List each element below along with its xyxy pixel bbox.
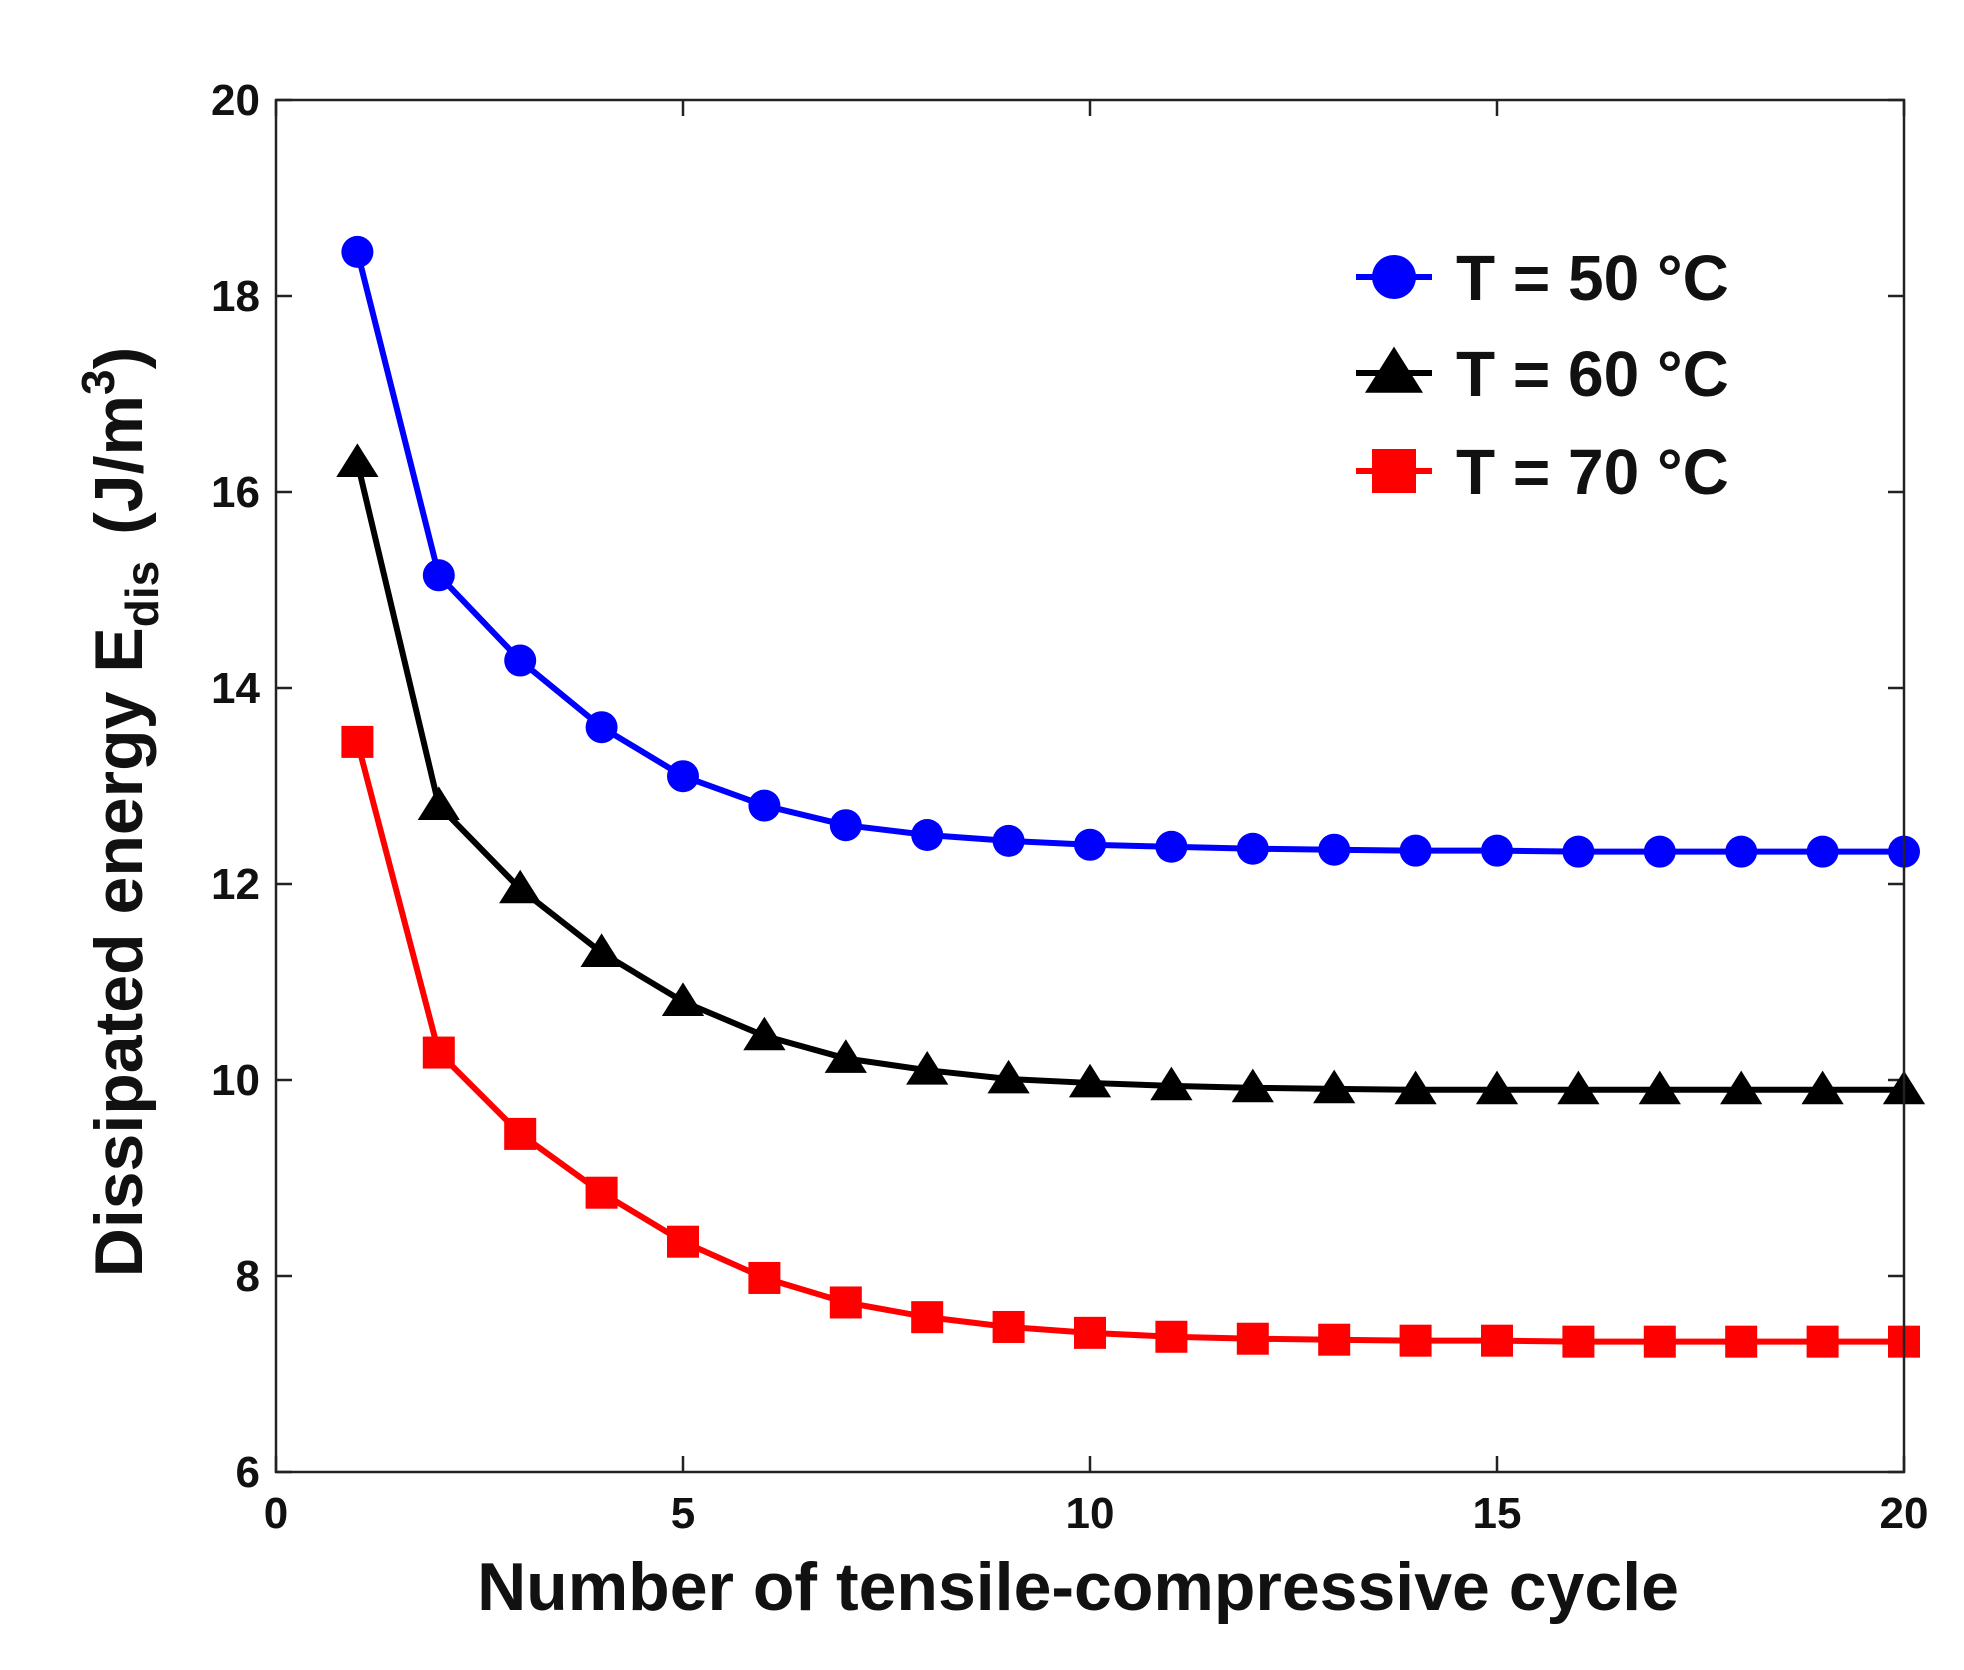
- data-point: [1074, 828, 1106, 861]
- data-point: [1720, 1070, 1763, 1105]
- data-point: [911, 819, 944, 851]
- x-tick-label: 20: [1880, 1489, 1929, 1538]
- data-point: [1638, 1070, 1681, 1105]
- y-axis-title-subscript: dis: [116, 561, 168, 627]
- data-point: [1399, 834, 1432, 867]
- series-group: [336, 235, 1926, 1358]
- data-point: [422, 1036, 455, 1069]
- data-point: [743, 1016, 786, 1051]
- x-tick-label: 5: [671, 1489, 695, 1538]
- y-axis-title-unit-close: ): [81, 347, 157, 370]
- data-point: [341, 235, 374, 268]
- data-point: [906, 1051, 949, 1085]
- data-point: [1236, 1322, 1269, 1355]
- data-point: [1236, 832, 1269, 865]
- y-axis-title-unit-open: (J/m: [81, 395, 157, 535]
- data-point: [1074, 1316, 1106, 1349]
- legend-entry: T = 50 °C: [1356, 242, 1729, 314]
- data-point: [1806, 1325, 1839, 1358]
- series-1: [341, 235, 1920, 868]
- legend-marker: [1372, 449, 1416, 493]
- data-point: [1725, 1325, 1758, 1358]
- data-point: [1475, 1070, 1519, 1105]
- data-point: [1155, 1320, 1188, 1353]
- x-tick-label: 0: [264, 1489, 288, 1538]
- y-tick-label: 20: [211, 76, 260, 125]
- data-point: [1481, 1324, 1513, 1357]
- y-tick-label: 8: [236, 1252, 260, 1301]
- data-point: [585, 711, 618, 744]
- data-point: [748, 1261, 781, 1294]
- data-point: [1150, 1066, 1193, 1101]
- data-point: [1155, 830, 1188, 863]
- data-point: [1562, 1325, 1595, 1358]
- data-point: [504, 644, 537, 677]
- legend-label: T = 60 °C: [1456, 338, 1729, 410]
- data-point: [1068, 1063, 1112, 1098]
- y-axis-title-main: Dissipated energy E: [81, 627, 157, 1277]
- data-point: [824, 1039, 867, 1073]
- data-point: [748, 789, 781, 822]
- legend-entry: T = 70 °C: [1356, 436, 1729, 508]
- data-point: [504, 1117, 537, 1150]
- data-point: [585, 1176, 618, 1209]
- data-point: [499, 869, 542, 904]
- data-point: [667, 760, 699, 793]
- plot-frame: [274, 98, 1906, 1474]
- series-3: [341, 725, 1920, 1358]
- x-tick-label: 10: [1066, 1489, 1115, 1538]
- x-tick-label: 15: [1473, 1489, 1522, 1538]
- data-point: [580, 933, 623, 967]
- y-tick-label: 14: [211, 664, 260, 713]
- data-point: [911, 1301, 944, 1334]
- data-point: [341, 725, 374, 758]
- legend: T = 50 °C T = 60 °C T = 70 °C: [1356, 242, 1729, 508]
- data-point: [336, 443, 379, 477]
- data-point: [1313, 1069, 1356, 1104]
- data-point: [417, 786, 460, 820]
- legend-label: T = 70 °C: [1456, 436, 1729, 508]
- y-axis-title-unit-sup: 3: [72, 369, 124, 395]
- y-tick-label: 10: [211, 1056, 260, 1105]
- data-point: [1231, 1068, 1274, 1103]
- x-axis-title: Number of tensile-compressive cycle: [477, 1549, 1679, 1625]
- data-point: [829, 809, 862, 842]
- data-point: [1318, 1323, 1351, 1356]
- data-point: [667, 1225, 699, 1258]
- data-point: [829, 1286, 862, 1319]
- legend-entry: T = 60 °C: [1356, 338, 1729, 410]
- data-point: [1643, 835, 1676, 868]
- axes: 0 5 10 15 20 6 8 10 12 14 16 18 20: [211, 76, 1928, 1538]
- data-point: [1557, 1070, 1600, 1105]
- data-point: [987, 1059, 1030, 1094]
- data-point: [1725, 835, 1758, 868]
- y-axis-title: Dissipated energy Edis (J/m3): [72, 347, 168, 1278]
- data-point: [661, 982, 705, 1016]
- y-tick-label: 6: [236, 1448, 260, 1497]
- data-point: [1318, 833, 1351, 866]
- legend-label: T = 50 °C: [1456, 242, 1729, 314]
- data-point: [1562, 835, 1595, 868]
- data-point: [992, 824, 1025, 857]
- data-point: [1806, 835, 1839, 868]
- data-point: [1399, 1324, 1432, 1357]
- y-tick-label: 12: [211, 860, 260, 909]
- data-point: [1643, 1325, 1676, 1358]
- legend-marker: [1364, 346, 1424, 393]
- legend-marker: [1372, 255, 1416, 299]
- data-point: [1801, 1070, 1844, 1105]
- y-tick-label: 18: [211, 272, 260, 321]
- data-point: [1481, 834, 1513, 867]
- data-point: [422, 559, 455, 592]
- data-point: [992, 1310, 1025, 1343]
- data-point: [1394, 1070, 1437, 1105]
- y-tick-label: 16: [211, 468, 260, 517]
